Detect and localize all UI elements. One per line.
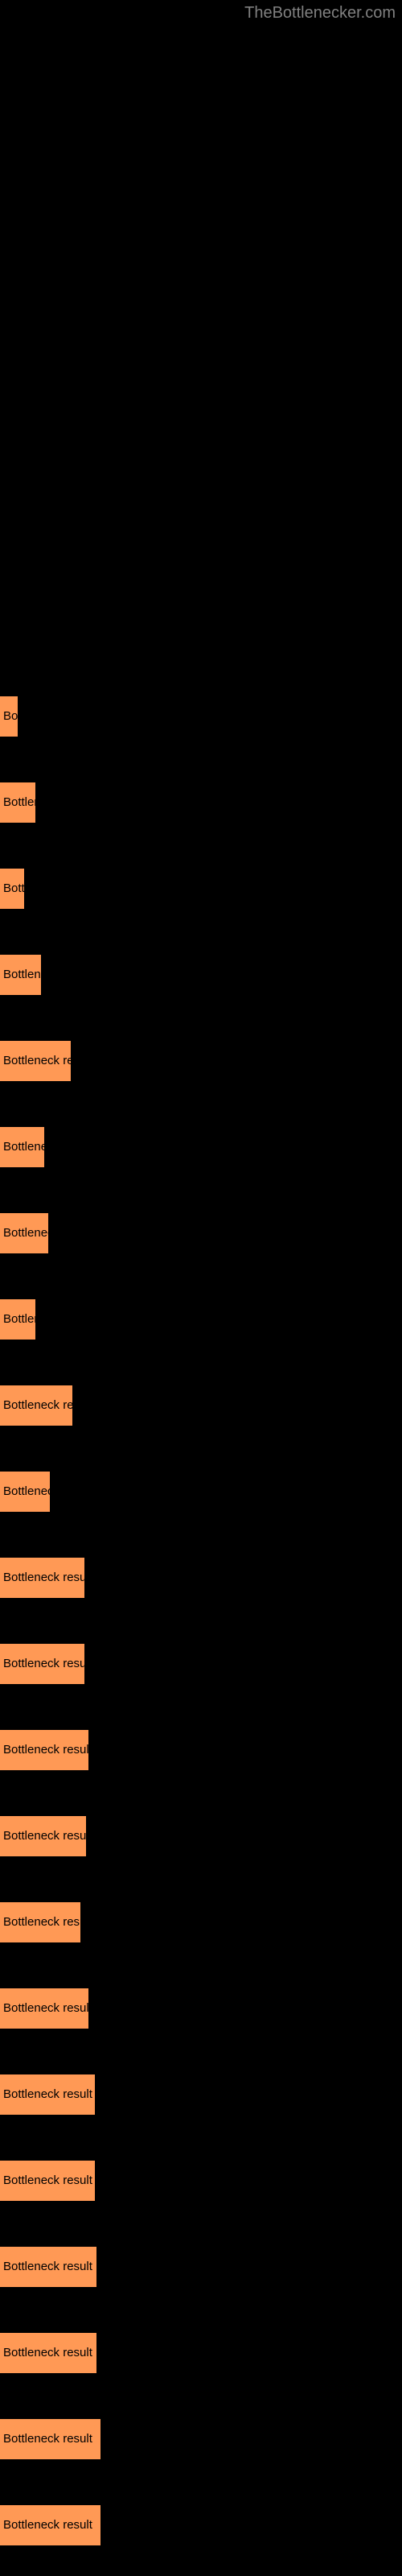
chart-bar: Bottleneck result — [0, 1730, 88, 1770]
bar-row: Bottleneck — [0, 1190, 402, 1276]
bar-row: Bottleneck result — [0, 2482, 402, 2568]
bar-row: Bottleneck result — [0, 2137, 402, 2223]
chart-bar: Bo — [0, 696, 18, 737]
bar-row: Bottleneck result — [0, 2310, 402, 2396]
chart-bar: Bott — [0, 869, 24, 909]
bar-row: Bottleneck result — [0, 1534, 402, 1620]
chart-bar: Bottleneck re — [0, 1385, 72, 1426]
bar-row: Bottlenec — [0, 1448, 402, 1534]
bar-row: Bottleneck re — [0, 1362, 402, 1448]
chart-bar: Bottleneck result — [0, 1644, 84, 1684]
chart-bar: Bottlenec — [0, 1127, 44, 1167]
chart-bar: Bottlene — [0, 782, 35, 823]
chart-bar: Bottlenec — [0, 955, 41, 995]
bar-chart: Bo Bottlene Bott Bottlenec Bottleneck re Bott… — [0, 0, 402, 2568]
bar-row: Bottlen — [0, 1276, 402, 1362]
chart-bar: Bottleneck result — [0, 2419, 100, 2459]
bar-row: Bottleneck result — [0, 1965, 402, 2051]
bar-row: Bott — [0, 845, 402, 931]
chart-bar: Bottleneck result — [0, 2074, 95, 2115]
bar-row: Bottleneck result — [0, 1793, 402, 1879]
chart-bar: Bottleneck result — [0, 1558, 84, 1598]
bar-row: Bottleneck re — [0, 1018, 402, 1104]
bar-row: Bottleneck result — [0, 2051, 402, 2137]
chart-bar: Bottleneck result — [0, 2247, 96, 2287]
chart-bar: Bottleneck re — [0, 1041, 71, 1081]
chart-bar: Bottleneck result — [0, 2505, 100, 2545]
chart-bar: Bottleneck resul — [0, 1902, 80, 1942]
bar-row: Bottlenec — [0, 1104, 402, 1190]
chart-bar: Bottlen — [0, 1299, 35, 1340]
chart-bar: Bottleneck result — [0, 1988, 88, 2029]
chart-bar: Bottlenec — [0, 1472, 50, 1512]
bar-row: Bottlenec — [0, 931, 402, 1018]
chart-bar: Bottleneck — [0, 1213, 48, 1253]
bar-row: Bottleneck result — [0, 1620, 402, 1707]
chart-bar: Bottleneck result — [0, 2161, 95, 2201]
bar-row: Bottleneck resul — [0, 1879, 402, 1965]
chart-bar: Bottleneck result — [0, 1816, 86, 1856]
bar-row: Bottleneck result — [0, 1707, 402, 1793]
bar-row: Bottleneck result — [0, 2396, 402, 2482]
bar-row: Bottleneck result — [0, 2223, 402, 2310]
bar-row: Bottlene — [0, 759, 402, 845]
bar-row: Bo — [0, 673, 402, 759]
chart-bar: Bottleneck result — [0, 2333, 96, 2373]
